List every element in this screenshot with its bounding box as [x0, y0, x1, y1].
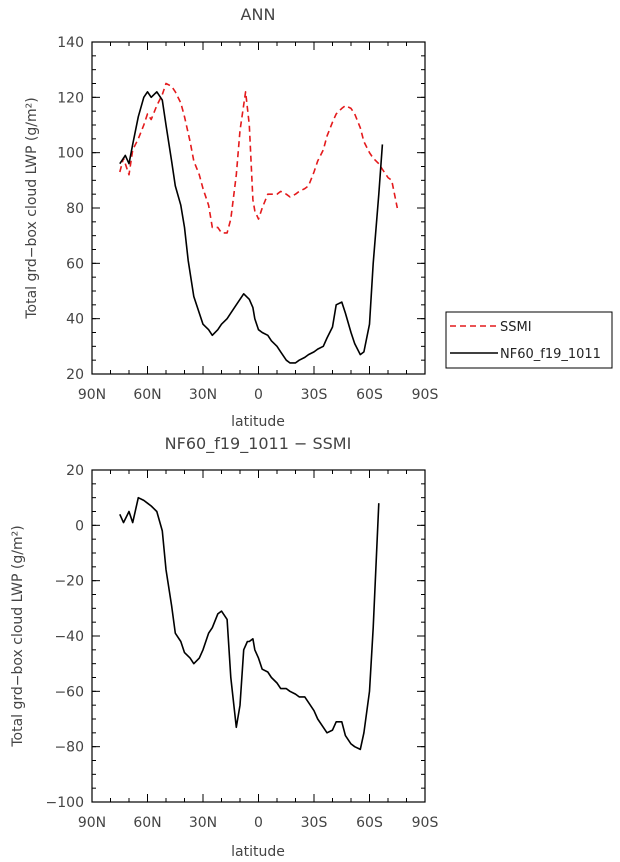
top-x-tick-label: 90S: [412, 387, 439, 403]
legend-box: [445, 311, 613, 369]
bottom-x-tick-label: 30S: [301, 815, 328, 831]
bottom-x-tick-label: 30N: [189, 815, 217, 831]
bottom-series-line-0: [119, 496, 380, 751]
top-x-axis-label: latitude: [231, 414, 285, 430]
top-series-line-0: [119, 82, 399, 234]
bottom-plot-frame: [91, 469, 426, 803]
top-y-axis-label: Total grd−box cloud LWP (g/m²): [24, 97, 40, 319]
top-y-tick-label: 120: [57, 90, 84, 106]
legend: SSMI NF60_f19_1011: [445, 311, 613, 369]
bottom-y-tick-label: −40: [54, 629, 84, 645]
bottom-x-tick-label: 60N: [133, 815, 161, 831]
bottom-x-tick-label: 90S: [412, 815, 439, 831]
legend-ssmi-label: SSMI: [500, 320, 532, 335]
top-y-tick-label: 20: [66, 367, 84, 383]
bottom-panel: NF60_f19_1011 − SSMI 90N 60N 30N 0 30S 60S 90S…: [10, 434, 438, 860]
bottom-lines-group: [119, 496, 380, 751]
top-plot-frame: [91, 41, 426, 375]
top-ticks-group: 90N 60N 30N 0 30S 60S 90S 20 40 60 80 100 120 140: [57, 35, 438, 403]
top-x-tick-label: 30S: [301, 387, 328, 403]
bottom-x-tick-label: 0: [254, 815, 263, 831]
top-chart-title: ANN: [241, 5, 276, 24]
top-series-line-1: [119, 91, 384, 364]
bottom-x-tick-label: 60S: [356, 815, 383, 831]
top-y-tick-label: 140: [57, 35, 84, 51]
top-lines-group: [119, 82, 399, 364]
bottom-y-axis-label: Total grd−box cloud LWP (g/m²): [10, 525, 26, 747]
legend-model-label: NF60_f19_1011: [500, 347, 601, 362]
bottom-y-tick-label: −20: [54, 574, 84, 590]
bottom-chart-title: NF60_f19_1011 − SSMI: [165, 434, 352, 454]
top-x-tick-label: 60N: [133, 387, 161, 403]
bottom-y-tick-label: −60: [54, 684, 84, 700]
top-x-tick-label: 60S: [356, 387, 383, 403]
bottom-y-tick-label: −100: [46, 795, 84, 811]
top-y-tick-label: 60: [66, 256, 84, 272]
top-y-tick-label: 40: [66, 312, 84, 328]
top-y-tick-label: 80: [66, 201, 84, 217]
top-y-tick-label: 100: [57, 146, 84, 162]
bottom-ticks-group: 90N 60N 30N 0 30S 60S 90S −100 −80 −60 −40 −20 0 20: [46, 463, 439, 831]
bottom-x-axis-label: latitude: [231, 844, 285, 860]
bottom-y-tick-label: −80: [54, 740, 84, 756]
bottom-x-tick-label: 90N: [78, 815, 106, 831]
top-x-tick-label: 30N: [189, 387, 217, 403]
top-x-tick-label: 90N: [78, 387, 106, 403]
top-panel: ANN 90N 60N 30N 0 30S 60S 90S 20 40 60 80 100 120 140…: [24, 5, 613, 430]
bottom-y-tick-label: 20: [66, 463, 84, 479]
bottom-y-tick-label: 0: [75, 518, 84, 534]
top-x-tick-label: 0: [254, 387, 263, 403]
